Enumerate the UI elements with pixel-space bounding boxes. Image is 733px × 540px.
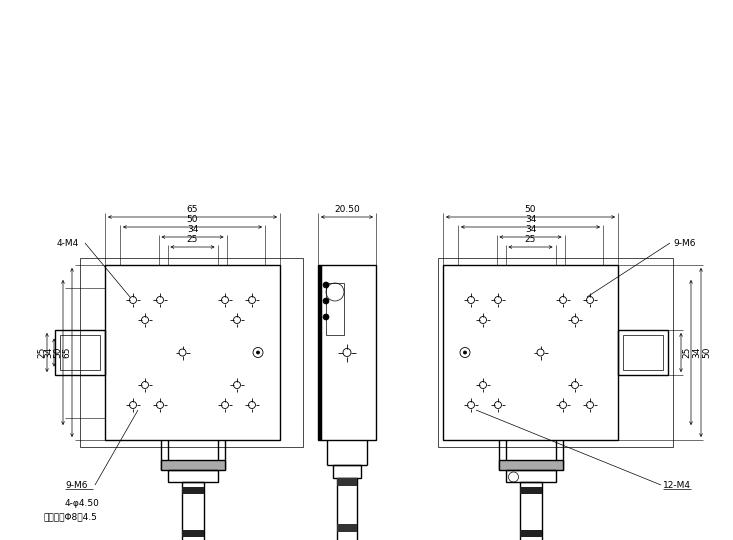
Bar	[161, 460, 224, 470]
Text: 65: 65	[187, 205, 198, 214]
Text: 12-M4: 12-M4	[663, 481, 691, 489]
Text: 50: 50	[187, 215, 198, 224]
Text: 65: 65	[62, 347, 72, 358]
Bar	[182, 487, 204, 494]
Text: 34: 34	[187, 225, 198, 234]
Bar	[506, 470, 556, 482]
Circle shape	[323, 282, 329, 288]
Text: 25: 25	[187, 235, 198, 244]
Bar	[337, 524, 357, 532]
Text: 50: 50	[525, 205, 537, 214]
Bar	[337, 478, 357, 540]
Circle shape	[463, 351, 466, 354]
Text: 50: 50	[54, 347, 62, 358]
Bar	[520, 487, 542, 494]
Bar	[60, 335, 100, 370]
Text: 4-φ4.50: 4-φ4.50	[65, 498, 100, 508]
Text: 34: 34	[525, 215, 536, 224]
Circle shape	[323, 298, 329, 304]
Bar	[498, 460, 562, 470]
Bar	[443, 265, 618, 440]
Text: 34: 34	[693, 347, 701, 358]
Text: 4-M4: 4-M4	[57, 239, 79, 247]
Text: 25: 25	[37, 347, 46, 358]
Bar	[55, 330, 105, 375]
Text: 50: 50	[702, 347, 712, 358]
Text: 9-M6: 9-M6	[673, 239, 696, 247]
Circle shape	[323, 314, 329, 320]
Bar	[333, 465, 361, 478]
Text: 25: 25	[682, 347, 691, 358]
Bar	[318, 265, 376, 440]
Circle shape	[257, 351, 259, 354]
Bar	[438, 258, 673, 447]
Text: 9-M6: 9-M6	[65, 481, 87, 489]
Bar	[623, 335, 663, 370]
Bar	[182, 530, 204, 537]
Bar	[326, 283, 344, 335]
Bar	[80, 258, 303, 447]
Text: 34: 34	[45, 347, 54, 358]
Bar	[337, 478, 357, 486]
Text: 34: 34	[525, 225, 536, 234]
Text: 反面沉孔Φ8淸4.5: 反面沉孔Φ8淸4.5	[43, 512, 97, 522]
Bar	[105, 265, 280, 440]
Text: 25: 25	[525, 235, 536, 244]
Text: 20.50: 20.50	[334, 205, 360, 214]
Bar	[182, 482, 204, 540]
Bar	[520, 482, 542, 540]
Bar	[520, 530, 542, 537]
Bar	[168, 470, 218, 482]
Bar	[618, 330, 668, 375]
